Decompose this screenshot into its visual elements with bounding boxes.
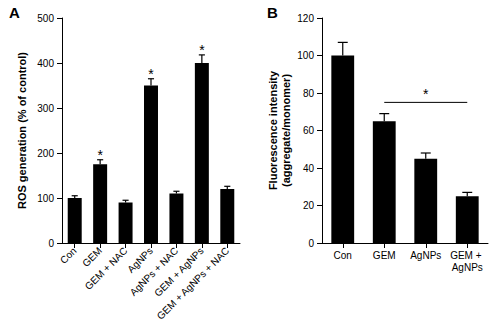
svg-text:0: 0 [48,238,54,249]
svg-text:Con: Con [334,250,352,261]
svg-text:GEM: GEM [373,250,396,261]
svg-text:*: * [199,42,205,58]
svg-text:500: 500 [37,13,54,24]
svg-text:*: * [148,66,154,82]
svg-text:200: 200 [37,148,54,159]
svg-text:*: * [97,147,103,163]
svg-text:AgNPs: AgNPs [452,262,483,273]
svg-text:60: 60 [303,125,315,136]
svg-text:Fluorescence intensity: Fluorescence intensity [267,70,279,190]
svg-text:Con: Con [58,245,79,266]
svg-text:GEM + NAC: GEM + NAC [83,245,130,292]
svg-text:GEM +: GEM + [450,250,484,261]
svg-text:300: 300 [37,103,54,114]
svg-text:40: 40 [303,163,315,174]
svg-text:100: 100 [297,50,314,61]
svg-text:100: 100 [37,193,54,204]
svg-text:AgNPs: AgNPs [125,245,155,275]
svg-text:400: 400 [37,58,54,69]
svg-text:*: * [423,86,429,102]
svg-text:ROS generation (% of control): ROS generation (% of control) [16,52,28,209]
svg-text:80: 80 [303,88,315,99]
svg-text:AgNPs: AgNPs [410,250,441,261]
svg-text:(aggregate/monomer): (aggregate/monomer) [280,74,292,187]
svg-text:B: B [267,4,278,21]
svg-text:120: 120 [297,13,314,24]
svg-text:0: 0 [308,238,314,249]
svg-text:20: 20 [303,200,315,211]
svg-text:GEM + AgNPs + NAC: GEM + AgNPs + NAC [155,245,231,321]
svg-text:AgNPs + NAC: AgNPs + NAC [127,245,181,298]
svg-text:A: A [9,4,20,21]
